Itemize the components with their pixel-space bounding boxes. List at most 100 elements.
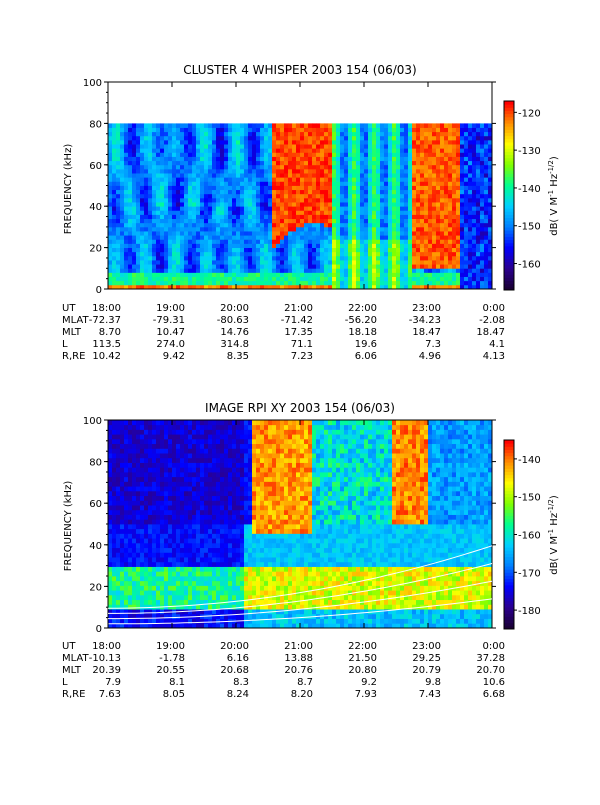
spectrogram-cell xyxy=(404,210,408,215)
spectrogram-cell xyxy=(132,543,136,548)
spectrogram-cell xyxy=(156,198,160,203)
spectrogram-cell xyxy=(388,123,392,128)
spectrogram-cell xyxy=(168,448,172,453)
colorbar-segment xyxy=(504,202,514,206)
spectrogram-cell xyxy=(196,281,200,286)
spectrogram-cell xyxy=(108,136,112,141)
spectrogram-cell xyxy=(116,581,120,586)
spectrogram-cell xyxy=(344,281,348,286)
spectrogram-cell xyxy=(348,169,352,174)
spectrogram-cell xyxy=(148,128,152,133)
spectrogram-cell xyxy=(236,227,240,232)
spectrogram-cell xyxy=(288,190,292,195)
spectrogram-cell xyxy=(292,214,296,219)
spectrogram-cell xyxy=(196,198,200,203)
spectrogram-cell xyxy=(224,281,228,286)
spectrogram-cell xyxy=(248,173,252,178)
spectrogram-cell xyxy=(116,590,120,595)
spectrogram-cell xyxy=(188,477,192,482)
spectrogram-cell xyxy=(228,157,232,162)
spectrogram-cell xyxy=(192,177,196,182)
spectrogram-cell xyxy=(456,281,460,286)
spectrogram-cell xyxy=(352,157,356,162)
spectrogram-cell xyxy=(232,194,236,199)
spectrogram-cell xyxy=(140,256,144,261)
spectrogram-cell xyxy=(220,206,224,211)
spectrogram-cell xyxy=(176,140,180,145)
spectrogram-cell xyxy=(228,202,232,207)
spectrogram-cell xyxy=(136,463,140,468)
spectrogram-cell xyxy=(448,243,452,248)
spectrogram-cell xyxy=(256,235,260,240)
spectrogram-cell xyxy=(232,264,236,269)
spectrogram-cell xyxy=(160,590,164,595)
spectrogram-cell xyxy=(192,524,196,529)
spectrogram-cell xyxy=(160,434,164,439)
spectrogram-cell xyxy=(200,148,204,153)
spectrogram-cell xyxy=(232,169,236,174)
spectrogram-cell xyxy=(108,177,112,182)
spectrogram-cell xyxy=(172,552,176,557)
spectrogram-cell xyxy=(116,496,120,501)
spectrogram-cell xyxy=(432,169,436,174)
spectrogram-cell xyxy=(116,227,120,232)
spectrogram-cell xyxy=(444,223,448,228)
spectrogram-cell xyxy=(168,576,172,581)
spectrogram-cell xyxy=(432,157,436,162)
spectrogram-cell xyxy=(136,128,140,133)
spectrogram-cell xyxy=(448,165,452,170)
spectrogram-cell xyxy=(192,206,196,211)
spectrogram-cell xyxy=(288,235,292,240)
spectrogram-cell xyxy=(148,505,152,510)
spectrogram-cell xyxy=(120,600,124,605)
spectrogram-cell xyxy=(412,148,416,153)
spectrogram-cell xyxy=(280,206,284,211)
spectrogram-cell xyxy=(248,148,252,153)
spectrogram-cell xyxy=(348,186,352,191)
spectrogram-cell xyxy=(268,239,272,244)
spectrogram-cell xyxy=(388,235,392,240)
spectrogram-cell xyxy=(392,214,396,219)
spectrogram-cell xyxy=(284,202,288,207)
spectrogram-cell xyxy=(376,144,380,149)
spectrogram-cell xyxy=(236,190,240,195)
spectrogram-cell xyxy=(116,524,120,529)
spectrogram-cell xyxy=(184,157,188,162)
spectrogram-cell xyxy=(364,152,368,157)
spectrogram-cell xyxy=(132,161,136,166)
spectrogram-cell xyxy=(308,231,312,236)
spectrogram-cell xyxy=(156,243,160,248)
spectrogram-cell xyxy=(432,268,436,273)
spectrogram-cell xyxy=(184,486,188,491)
spectrogram-cell xyxy=(188,128,192,133)
spectrogram-cell xyxy=(248,198,252,203)
spectrogram-cell xyxy=(252,268,256,273)
spectrogram-cell xyxy=(276,181,280,186)
spectrogram-cell xyxy=(168,277,172,282)
spectrogram-cell xyxy=(184,595,188,600)
spectrogram-cell xyxy=(248,219,252,224)
spectrogram-cell xyxy=(176,439,180,444)
spectrogram-cell xyxy=(116,552,120,557)
spectrogram-cell xyxy=(424,235,428,240)
spectrogram-cell xyxy=(236,161,240,166)
spectrogram-cell xyxy=(188,429,192,434)
spectrogram-cell xyxy=(448,227,452,232)
spectrogram-cell xyxy=(136,533,140,538)
spectrogram-cell xyxy=(384,210,388,215)
spectrogram-cell xyxy=(292,161,296,166)
spectrogram-cell xyxy=(448,214,452,219)
spectrogram-cell xyxy=(412,128,416,133)
spectrogram-cell xyxy=(356,169,360,174)
spectrogram-cell xyxy=(336,219,340,224)
spectrogram-cell xyxy=(176,186,180,191)
spectrogram-cell xyxy=(272,243,276,248)
spectrogram-cell xyxy=(264,219,268,224)
spectrogram-cell xyxy=(448,235,452,240)
spectrogram-cell xyxy=(320,272,324,277)
spectrogram-cell xyxy=(168,268,172,273)
spectrogram-cell xyxy=(292,132,296,137)
spectrogram-cell xyxy=(444,177,448,182)
spectrogram-cell xyxy=(124,439,128,444)
spectrogram-cell xyxy=(388,264,392,269)
